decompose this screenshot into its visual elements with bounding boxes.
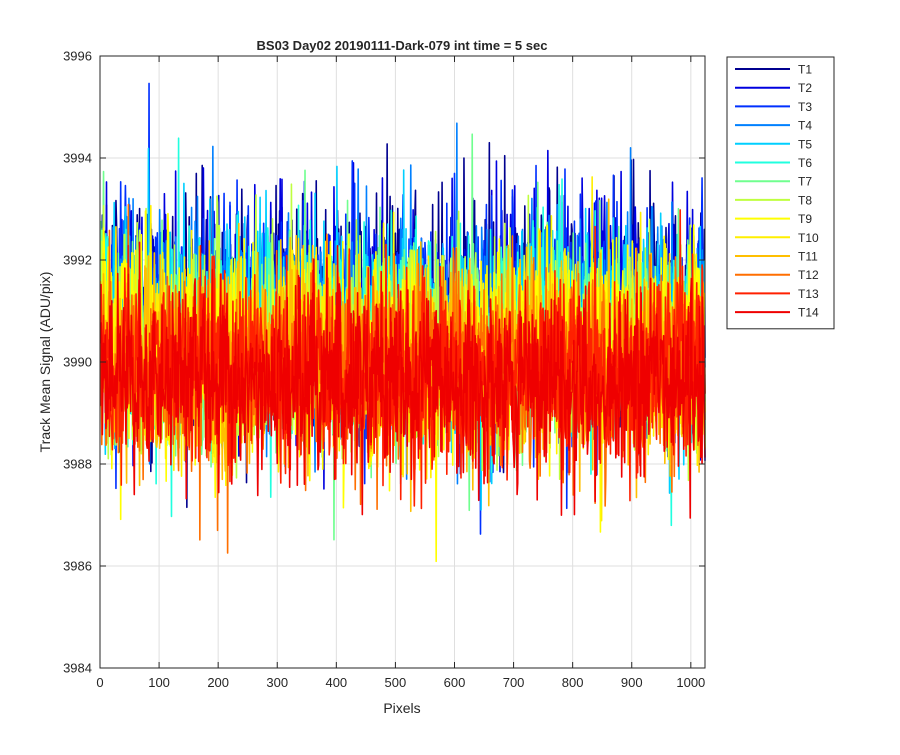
legend-label-t10: T10 [798,231,819,245]
series-layer [99,82,706,563]
x-tick-label: 600 [444,675,466,690]
legend-label-t5: T5 [798,137,812,151]
legend: T1 T2 T3 T4 T5 T6 T7 T8 T9 T10 T11 T12 T13 T14 [726,56,835,330]
legend-label-t8: T8 [798,193,812,207]
x-tick-label: 100 [148,675,170,690]
y-tick-label: 3984 [63,661,92,676]
y-tick-label: 3996 [63,49,92,64]
y-tick-label: 3986 [63,559,92,574]
legend-label-t9: T9 [798,212,812,226]
legend-label-t11: T11 [798,250,818,264]
legend-label-t14: T14 [798,306,819,320]
legend-label-t7: T7 [798,175,812,189]
x-tick-label: 0 [96,675,103,690]
legend-label-t4: T4 [798,119,812,133]
legend-label-t2: T2 [798,81,812,95]
axis-ticks: 0 100 200 300 400 500 600 700 800 900 1000 3984 3986… [63,49,705,691]
x-tick-label: 1000 [676,675,705,690]
legend-box [726,56,835,330]
legend-label-t12: T12 [798,268,819,282]
x-tick-label: 900 [621,675,643,690]
y-tick-label: 3994 [63,151,92,166]
x-tick-label: 300 [266,675,288,690]
y-tick-label: 3988 [63,457,92,472]
y-tick-label: 3992 [63,253,92,268]
legend-label-t1: T1 [798,63,812,77]
legend-label-t3: T3 [798,100,812,114]
x-axis-label: Pixels [383,700,420,716]
x-tick-label: 400 [325,675,347,690]
y-axis-label: Track Mean Signal (ADU/pix) [37,272,53,453]
series-line-t14 [99,241,706,519]
legend-label-t13: T13 [798,287,819,301]
y-tick-label: 3990 [63,355,92,370]
x-tick-label: 700 [503,675,525,690]
chart-title: BS03 Day02 20190111-Dark-079 int time = … [257,38,548,53]
x-tick-label: 200 [207,675,229,690]
x-tick-label: 500 [385,675,407,690]
x-tick-label: 800 [562,675,584,690]
legend-label-t6: T6 [798,156,812,170]
